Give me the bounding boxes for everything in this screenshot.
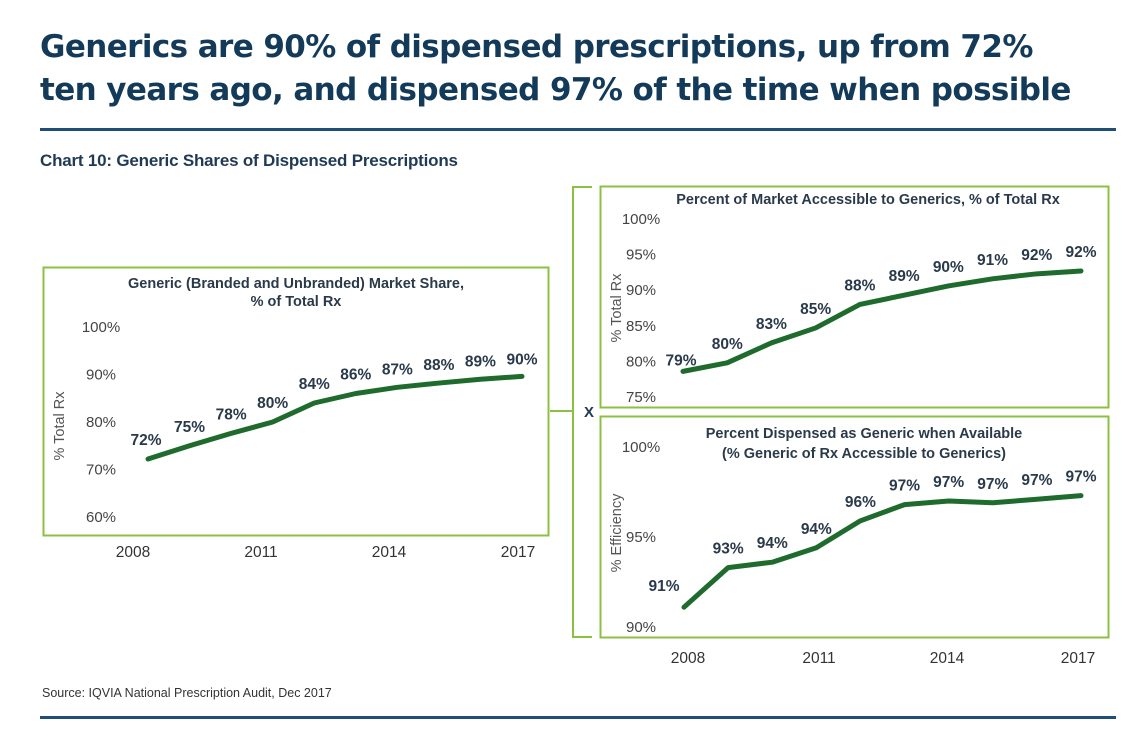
accessible-market-chart: Percent of Market Accessible to Generics…	[609, 192, 1097, 406]
data-label: 79%	[665, 352, 696, 369]
y-tick-label: 95%	[626, 247, 656, 264]
y-tick-label: 85%	[626, 318, 656, 335]
data-label: 90%	[933, 259, 964, 276]
data-label: 91%	[648, 578, 679, 595]
x-tick-label: 2008	[671, 650, 705, 667]
market-share-frame	[42, 266, 550, 537]
y-axis-label: % Total Rx	[609, 273, 625, 343]
data-label: 83%	[756, 316, 787, 333]
headline-line-2: ten years ago, and dispensed 97% of the …	[40, 72, 1071, 108]
data-label: 86%	[340, 367, 371, 384]
chart-title-line: Percent of Market Accessible to Generics…	[676, 192, 1060, 208]
chart-title-line: (% Generic of Rx Accessible to Generics)	[722, 446, 1006, 462]
data-label: 92%	[1065, 244, 1096, 261]
y-tick-label: 60%	[86, 509, 116, 526]
data-label: 84%	[299, 376, 330, 393]
data-label: 90%	[506, 351, 537, 368]
dispensing-efficiency-frame	[599, 415, 1110, 639]
data-label: 97%	[933, 474, 964, 491]
y-axis-label: % Efficiency	[609, 493, 625, 572]
y-tick-label: 100%	[82, 319, 120, 336]
y-axis-label: % Total Rx	[52, 391, 68, 461]
chart-title-line: % of Total Rx	[251, 294, 342, 310]
y-tick-label: 100%	[622, 439, 660, 456]
data-label: 72%	[130, 432, 161, 449]
y-tick-label: 95%	[626, 529, 656, 546]
bottom-divider	[40, 716, 1116, 719]
accessible-market-frame	[599, 185, 1110, 409]
y-tick-label: 75%	[626, 389, 656, 406]
data-label: 97%	[1065, 469, 1096, 486]
y-tick-label: 90%	[86, 367, 116, 384]
data-label: 85%	[800, 301, 831, 318]
market-share-chart: Generic (Branded and Unbranded) Market S…	[52, 276, 538, 561]
headline: Generics are 90% of dispensed prescripti…	[40, 26, 1120, 112]
headline-line-1: Generics are 90% of dispensed prescripti…	[40, 29, 1033, 65]
data-label: 93%	[713, 541, 744, 558]
multiply-operator: X	[584, 404, 594, 421]
x-tick-label: 2008	[116, 544, 150, 561]
top-divider	[40, 128, 1116, 131]
source-note: Source: IQVIA National Prescription Audi…	[42, 686, 332, 700]
y-tick-label: 90%	[626, 619, 656, 636]
y-tick-label: 70%	[86, 462, 116, 479]
x-tick-label: 2014	[930, 650, 965, 667]
data-label: 91%	[977, 252, 1008, 269]
data-label: 80%	[712, 336, 743, 353]
data-label: 78%	[216, 406, 247, 423]
dispensing-efficiency-chart: Percent Dispensed as Generic when Availa…	[609, 426, 1097, 667]
data-label: 88%	[844, 277, 875, 294]
y-tick-label: 100%	[622, 211, 660, 228]
data-label: 94%	[757, 535, 788, 552]
data-label: 80%	[257, 395, 288, 412]
x-tick-label: 2011	[802, 650, 835, 667]
chart-title-line: Generic (Branded and Unbranded) Market S…	[128, 276, 464, 292]
data-label: 92%	[1021, 247, 1052, 264]
x-tick-label: 2014	[372, 544, 407, 561]
x-tick-label: 2017	[501, 544, 535, 561]
data-label: 97%	[889, 478, 920, 495]
data-label: 96%	[845, 494, 876, 511]
series-line	[680, 268, 1084, 374]
series-line	[145, 373, 525, 462]
chart-caption: Chart 10: Generic Shares of Dispensed Pr…	[40, 151, 458, 170]
data-label: 94%	[801, 521, 832, 538]
data-label: 87%	[382, 361, 413, 378]
data-label: 89%	[889, 268, 920, 285]
chart-title-line: Percent Dispensed as Generic when Availa…	[706, 426, 1022, 442]
y-tick-label: 90%	[626, 282, 656, 299]
data-label: 88%	[423, 357, 454, 374]
data-label: 97%	[977, 476, 1008, 493]
y-tick-label: 80%	[626, 353, 656, 370]
series-line	[681, 493, 1084, 610]
x-tick-label: 2017	[1061, 650, 1095, 667]
x-tick-label: 2011	[244, 544, 277, 561]
data-label: 75%	[174, 419, 205, 436]
y-tick-label: 80%	[86, 414, 116, 431]
data-label: 89%	[465, 353, 496, 370]
data-label: 97%	[1021, 472, 1052, 489]
